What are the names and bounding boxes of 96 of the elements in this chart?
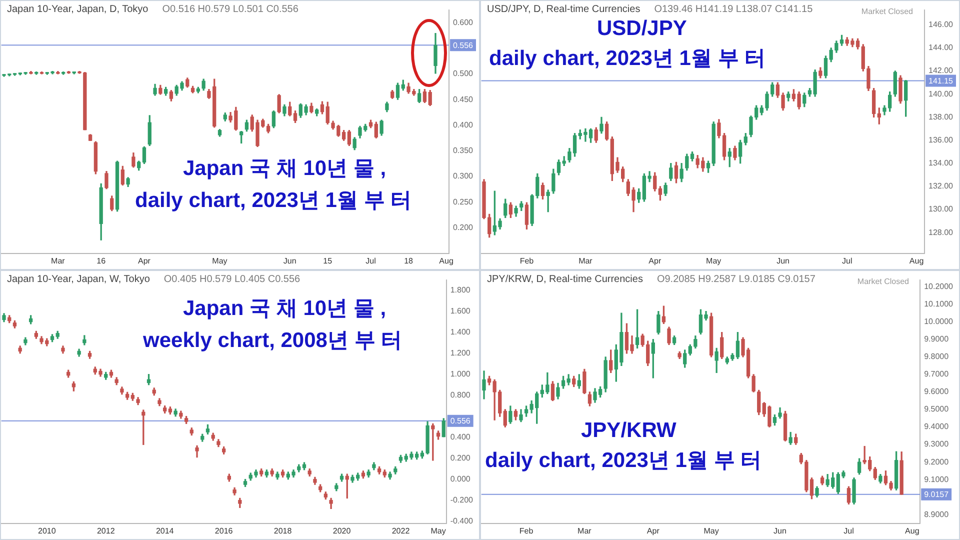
annotation: Japan 국 채 10년 물 , [183,297,386,321]
chart-subtitle: O139.46 H141.19 L138.07 C141.15 [654,4,813,15]
y-tick-label: 8.9000 [924,510,950,519]
annotation: Japan 국 채 10년 물 , [183,157,386,181]
y-tick-label: 9.8000 [924,352,950,362]
x-tick-label: Apr [648,256,662,266]
annotation: USD/JPY [597,17,687,41]
x-tick-label: Mar [578,526,592,536]
y-tick-label: 0.350 [452,146,474,156]
y-tick-label: 0.450 [452,94,474,104]
y-tick-label: 9.5000 [924,404,950,414]
y-tick-label: 142.00 [928,66,954,76]
ref-line-label: 0.556 [452,40,474,50]
ref-line-label: 0.556 [450,416,471,426]
x-tick-label: Feb [520,256,534,266]
chart-title: Japan 10-Year, Japan, W, Tokyo [7,274,150,285]
x-tick-label: Jul [844,526,854,536]
x-tick-label: Aug [905,526,920,536]
x-tick-label: 18 [404,256,414,266]
annotation: Market Closed [861,7,913,16]
x-tick-label: May [706,256,722,266]
y-tick-label: 134.00 [928,158,954,168]
x-tick-label: Mar [578,256,593,266]
y-tick-label: 10.0000 [924,317,954,326]
x-tick-label: 2014 [156,526,174,536]
y-tick-label: 144.00 [928,43,954,52]
y-tick-label: 1.800 [450,286,471,295]
y-tick-label: 136.00 [928,135,954,144]
x-tick-label: Jun [283,256,296,266]
x-tick-label: May [704,526,719,536]
y-tick-label: 9.3000 [924,440,950,449]
y-tick-label: 0.300 [452,172,474,181]
x-tick-label: 2012 [96,526,116,536]
x-tick-label: Feb [519,526,534,536]
y-tick-label: 0.500 [452,69,474,78]
y-tick-label: -0.400 [450,516,474,526]
annotation: JPY/KRW [581,419,676,443]
y-tick-label: 1.200 [450,348,471,358]
x-tick-label: Apr [646,526,660,536]
chart-title: USD/JPY, D, Real-time Currencies [487,4,640,15]
x-tick-label: Apr [138,256,151,266]
y-tick-label: 0.400 [452,120,474,130]
y-tick-label: -0.200 [450,496,474,505]
y-tick-label: 1.600 [450,306,471,316]
y-tick-label: 1.400 [450,328,471,337]
y-tick-label: 146.00 [928,20,954,30]
x-tick-label: Aug [909,256,924,266]
x-tick-label: May [430,526,446,536]
annotation: daily chart, 2023년 1월 부 터 [485,449,762,473]
x-tick-label: 2022 [392,526,410,536]
y-tick-label: 128.00 [928,228,954,237]
candlestick [546,190,550,212]
x-tick-label: Jul [366,256,376,266]
y-tick-label: 10.2000 [924,282,954,292]
y-tick-label: 0.400 [450,432,471,442]
x-tick-label: 2020 [332,526,352,536]
annotation: daily chart, 2023년 1월 부 터 [135,189,412,213]
annotation: Market Closed [857,277,909,286]
x-tick-label: 15 [323,256,333,266]
y-tick-label: 9.7000 [924,370,950,379]
y-tick-label: 138.00 [928,112,954,122]
y-tick-label: 9.9000 [924,334,950,344]
y-tick-label: 9.2000 [924,457,950,466]
x-tick-label: Jun [776,256,790,266]
y-tick-label: 1.000 [450,370,471,379]
annotation: daily chart, 2023년 1월 부 터 [489,47,766,71]
x-tick-label: May [212,256,228,266]
chart-subtitle: O9.2085 H9.2587 L9.0185 C9.0157 [656,274,816,285]
y-tick-label: 140.00 [928,89,954,98]
y-tick-label: 0.250 [452,197,474,206]
x-tick-label: Jun [774,526,786,536]
x-tick-label: 2018 [274,526,292,536]
y-tick-label: 0.600 [452,18,474,27]
ref-line-label: 9.0157 [924,490,950,500]
x-tick-label: Mar [51,256,66,266]
ref-line-label: 141.15 [928,76,954,86]
annotation: weekly chart, 2008년 부 터 [143,329,402,353]
x-tick-label: 16 [96,256,106,266]
y-tick-label: 9.6000 [924,387,950,396]
y-tick-label: 0.800 [450,390,471,400]
y-tick-label: 0.200 [452,222,474,232]
x-tick-label: 2016 [214,526,234,536]
chart-title: Japan 10-Year, Japan, D, Tokyo [7,4,148,15]
y-tick-label: 9.4000 [924,422,950,432]
y-tick-label: 130.00 [928,204,954,214]
x-tick-label: Jul [842,256,852,266]
y-tick-label: 132.00 [928,182,954,191]
chart-subtitle: O0.516 H0.579 L0.501 C0.556 [162,4,298,15]
y-tick-label: 0.200 [450,454,471,463]
chart-subtitle: O0.405 H0.579 L0.405 C0.556 [164,274,300,285]
x-tick-label: Aug [439,256,454,266]
x-tick-label: 2010 [38,526,56,536]
chart-title: JPY/KRW, D, Real-time Currencies [487,274,643,285]
y-tick-label: 0.000 [450,474,471,484]
y-tick-label: 10.1000 [924,300,954,309]
y-tick-label: 9.1000 [924,474,950,484]
